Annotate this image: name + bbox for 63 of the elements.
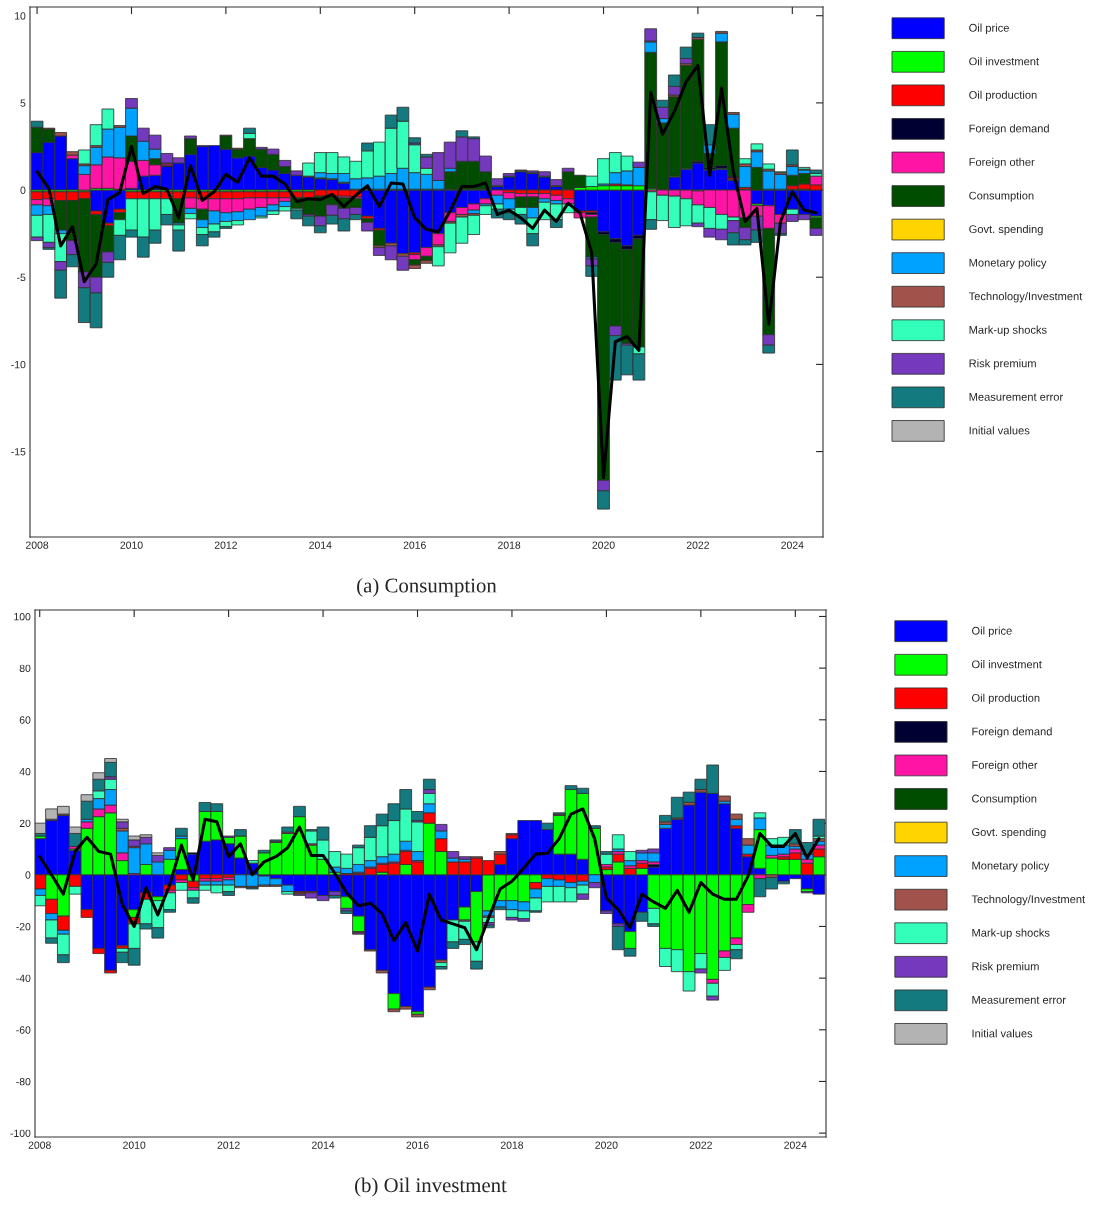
y-tick-label: 10 [15, 12, 26, 20]
y-tick-label: -100 [10, 1129, 31, 1137]
y-tick-label: 0 [20, 186, 26, 194]
y-tick-label: 100 [14, 612, 31, 621]
legend-label: Monetary policy [972, 861, 1050, 872]
legend-label: Monetary policy [969, 258, 1047, 269]
legend-label: Initial values [972, 1029, 1033, 1038]
legend-label: Technology/Investment [971, 895, 1086, 906]
x-tick-label: 2012 [214, 541, 237, 549]
y-tick-label: -20 [16, 922, 31, 931]
x-tick-label: 2018 [498, 541, 521, 549]
x-tick-label: 2020 [595, 1141, 618, 1149]
legend-label: Oil price [969, 23, 1009, 34]
text: (b) Oil investment [355, 1177, 507, 1197]
legend-label: Foreign other [969, 157, 1035, 169]
y-tick-label: 0 [25, 871, 31, 879]
y-tick-label: -80 [16, 1077, 31, 1086]
x-tick-label: 2016 [403, 541, 426, 549]
legend-label: Risk premium [969, 359, 1036, 370]
legend-label: Initial values [969, 426, 1030, 435]
legend-label: Oil investment [969, 57, 1039, 66]
y-tick-label: 5 [20, 99, 26, 107]
y-tick-label: 40 [19, 767, 31, 776]
legend-label: Foreign demand [972, 727, 1052, 738]
x-tick-label: 2022 [689, 1141, 712, 1149]
legend-label: Oil price [972, 626, 1012, 637]
legend-label: Technology/Investment [968, 292, 1083, 303]
legend-label: Measurement error [972, 996, 1066, 1004]
x-tick-label: 2016 [406, 1141, 429, 1149]
y-tick-label: -60 [16, 1026, 31, 1034]
x-tick-label: 2010 [123, 1141, 146, 1149]
x-tick-label: 2020 [592, 541, 615, 549]
y-tick-label: -5 [17, 273, 26, 282]
y-tick-label: 80 [19, 664, 31, 672]
legend-label: Measurement error [969, 393, 1063, 401]
x-tick-label: 2024 [781, 541, 804, 549]
y-tick-label: 20 [19, 819, 31, 827]
y-tick-label: -10 [11, 360, 26, 369]
legend-label: Foreign other [972, 760, 1038, 772]
legend-label: Oil production [969, 90, 1037, 102]
y-tick-label: -15 [11, 448, 26, 456]
text: (a) Consumption [357, 577, 497, 597]
legend-label: Risk premium [972, 962, 1039, 973]
legend-label: Oil production [972, 693, 1040, 705]
x-tick-label: 2008 [28, 1141, 51, 1149]
legend-label: Consumption [972, 794, 1037, 805]
x-tick-label: 2024 [784, 1141, 807, 1149]
x-tick-label: 2014 [309, 541, 332, 549]
y-tick-label: 60 [19, 716, 31, 724]
legend-label: Govt. spending [972, 827, 1046, 839]
x-tick-label: 2018 [500, 1141, 524, 1149]
legend-label: Consumption [969, 191, 1034, 202]
x-tick-label: 2014 [312, 1141, 335, 1149]
legend-label: Govt. spending [969, 224, 1043, 236]
x-tick-label: 2008 [26, 541, 49, 549]
legend-label: Oil investment [972, 660, 1042, 669]
y-tick-label: -40 [16, 974, 31, 982]
legend-label: Mark-up shocks [972, 928, 1050, 939]
legend-label: Foreign demand [969, 124, 1049, 135]
x-tick-label: 2010 [120, 541, 143, 549]
x-tick-label: 2022 [686, 541, 709, 549]
legend-label: Mark-up shocks [969, 325, 1047, 336]
x-tick-label: 2012 [217, 1141, 240, 1149]
